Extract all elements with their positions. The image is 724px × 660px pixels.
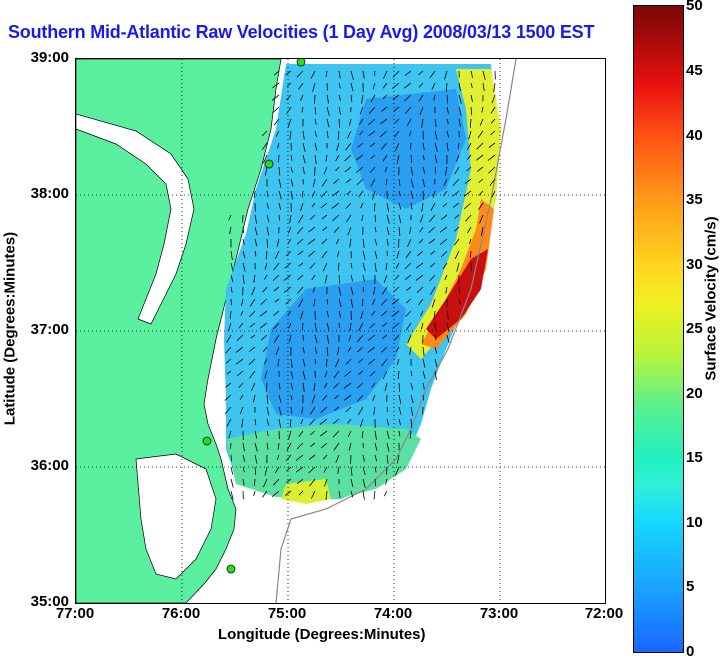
velocity-arrow [374,491,375,499]
velocity-arrow [375,479,376,486]
colorbar-tick-label: 5 [686,578,694,595]
colorbar-tick-label: 50 [686,0,703,14]
hf-radar-station-marker [227,565,235,573]
x-axis-label: Longitude (Degrees:Minutes) [218,626,426,643]
velocity-arrow [363,287,364,292]
hf-radar-station-marker [265,160,273,168]
lon-tick-label: 74:00 [363,605,423,622]
colorbar-tick-label: 30 [686,256,703,273]
velocity-arrow [363,299,364,306]
colorbar-tick-label: 20 [686,385,703,402]
colorbar-tick-label: 15 [686,449,703,466]
velocity-arrow [254,491,255,496]
velocity-arrow [231,443,232,449]
lat-tick-label: 36:00 [17,457,69,474]
velocity-arrow [363,491,364,500]
colorbar [633,5,684,653]
colorbar-tick-label: 25 [686,320,703,337]
lon-tick-label: 75:00 [257,605,317,622]
velocity-arrow [384,491,387,496]
colorbar-tick-label: 10 [686,514,703,531]
velocity-arrow [303,335,304,341]
hf-radar-station-marker [297,59,305,66]
velocity-arrow [315,95,316,104]
velocity-arrow [255,203,256,212]
colorbar-tick-label: 0 [686,643,694,660]
lat-tick-label: 39:00 [17,49,69,66]
velocity-arrow [375,71,376,76]
lon-tick-label: 76:00 [151,605,211,622]
velocity-arrow [243,215,244,223]
colorbar-label: Surface Velocity (cm/s) [703,184,720,414]
lat-tick-label: 37:00 [17,321,69,338]
velocity-arrow [255,479,256,486]
velocity-arrow [231,299,232,305]
velocity-arrow [411,143,412,149]
lat-tick-label: 38:00 [17,185,69,202]
colorbar-tick-label: 45 [686,62,703,79]
lon-tick-label: 77:00 [45,605,105,622]
y-axis-label: Latitude (Degrees:Minutes) [2,224,19,434]
map-svg [76,59,605,603]
velocity-arrow [231,479,233,488]
hf-radar-station-marker [203,437,211,445]
map-plot-area [75,58,606,604]
lon-tick-label: 73:00 [469,605,529,622]
colorbar-tick-label: 35 [686,191,703,208]
colorbar-tick-label: 40 [686,127,703,144]
map-title: Southern Mid-Atlantic Raw Velocities (1 … [8,22,594,43]
velocity-arrow [435,323,436,330]
lon-tick-label: 72:00 [574,605,634,622]
